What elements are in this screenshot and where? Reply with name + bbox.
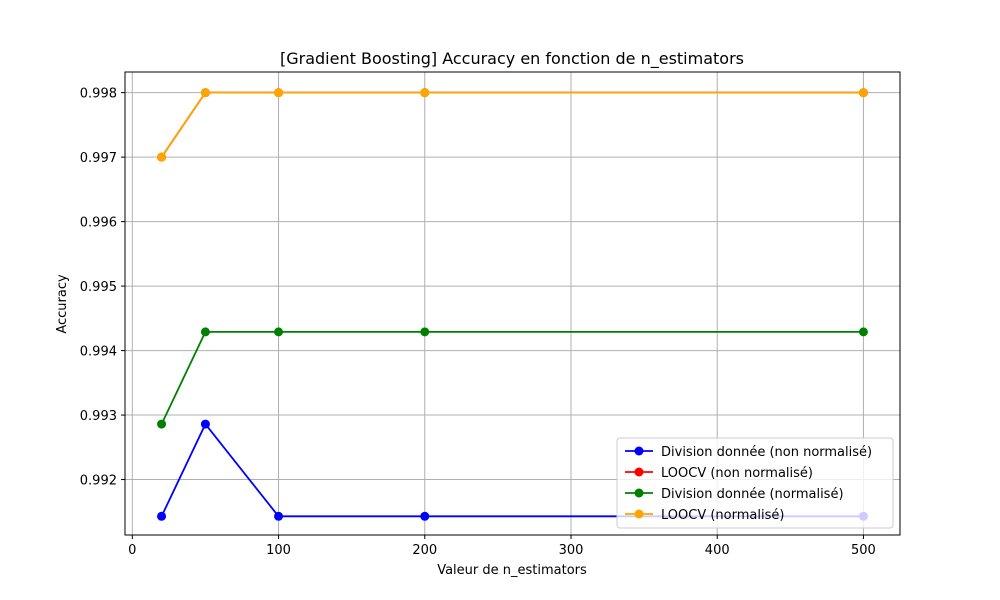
series-4 [157,88,868,162]
series-3 [157,327,868,429]
data-point [200,327,210,337]
series-line [160,91,864,158]
legend-label: LOOCV (non normalisé) [661,466,813,481]
legend-label: Division donnée (non normalisé) [661,445,872,460]
data-point [157,152,167,162]
y-tick-label: 0.996 [80,216,117,231]
legend-label: LOOCV (normalisé) [661,508,784,523]
y-tick-label: 0.994 [80,345,117,360]
data-point [420,511,430,521]
x-tick-label: 400 [705,543,730,558]
legend-swatch-marker [634,446,644,456]
y-tick-label: 0.997 [80,151,117,166]
data-point [200,419,210,429]
plot-frame [124,71,901,536]
data-point [858,327,868,337]
data-point [420,327,430,337]
y-axis-label: Accuracy [55,274,70,334]
x-tick-label: 500 [851,543,876,558]
series-line [160,91,864,158]
legend: Division donnée (non normalisé) LOOCV (no… [616,437,894,529]
data-point [420,88,430,98]
y-tick-label: 0.993 [80,409,117,424]
y-tick-label: 0.992 [80,474,117,489]
y-tick-label: 0.998 [80,87,117,102]
legend-swatch-marker [634,509,644,519]
x-tick-label: 100 [266,543,291,558]
legend-box [616,437,894,529]
data-point [157,511,167,521]
data-point [274,511,284,521]
legend-item: Division donnée (non normalisé) [625,445,872,460]
chart-title: [Gradient Boosting] Accuracy en fonction… [280,49,744,69]
series-line [160,330,864,425]
data-point [200,88,210,98]
legend-item: LOOCV (non normalisé) [625,466,813,481]
series-2 [157,88,868,162]
data-point [858,88,868,98]
x-tick-label: 200 [412,543,437,558]
y-tick-label: 0.995 [80,280,117,295]
legend-label: Division donnée (normalisé) [661,487,844,502]
legend-swatch-marker [634,488,644,498]
legend-item: Division donnée (normalisé) [625,487,844,502]
y-axis: 0.992 0.993 0.994 0.995 0.996 0.997 0.998 [80,87,125,489]
data-point [274,88,284,98]
data-point [157,419,167,429]
series-group [157,88,868,521]
x-tick-label: 300 [559,543,584,558]
x-axis-label: Valeur de n_estimators [437,563,587,578]
x-axis: 0 100 200 300 400 500 [128,535,876,558]
legend-item: LOOCV (normalisé) [625,508,784,523]
data-point [274,327,284,337]
x-tick-label: 0 [128,543,136,558]
legend-swatch-marker [634,467,644,477]
